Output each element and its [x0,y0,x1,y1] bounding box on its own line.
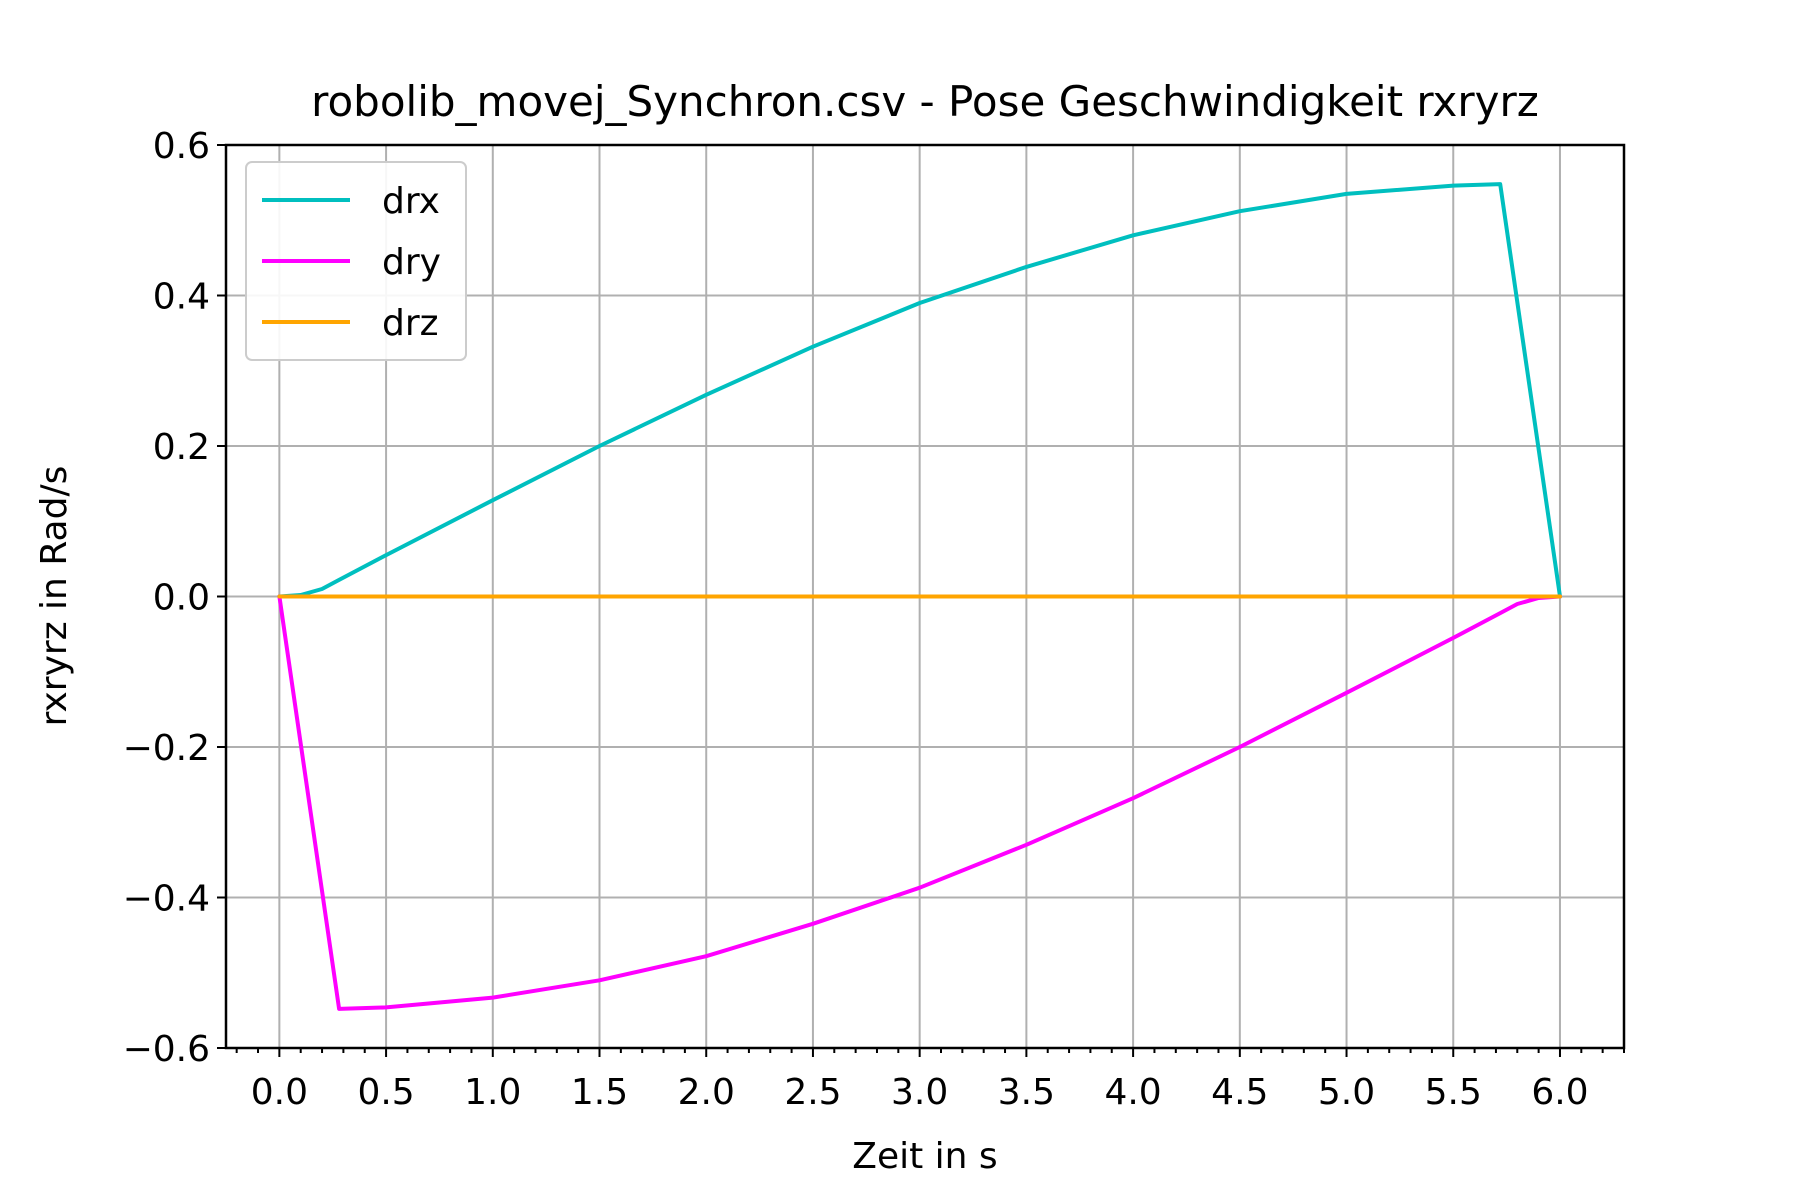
x-tick-label: 0.0 [251,1072,308,1113]
x-tick-label: 1.5 [571,1072,628,1113]
y-tick-label: −0.2 [123,728,210,769]
x-tick-label: 3.0 [891,1072,948,1113]
y-tick-label: 0.6 [153,126,210,167]
legend-label-drz: drz [382,303,439,344]
legend-box [245,161,467,361]
legend-label-dry: dry [382,242,441,283]
x-tick-label: 5.0 [1318,1072,1375,1113]
x-tick-label: 4.0 [1104,1072,1161,1113]
x-tick-label: 5.5 [1425,1072,1482,1113]
y-tick-label: 0.0 [153,578,210,619]
y-axis-label: rxryrz in Rad/s [34,466,75,727]
x-tick-label: 2.5 [784,1072,841,1113]
x-tick-label: 3.5 [998,1072,1055,1113]
series-line-dry [277,594,1562,1011]
y-tick-label: 0.4 [153,277,210,318]
series-line-drx [277,182,1562,599]
axis-ticks: 0.0 0.5 1.0 1.5 2.0 2.5 3.0 3.5 4.0 4.5 5.0 5.5 6.0 −… [123,126,1625,1113]
series-lines [277,182,1562,1011]
y-tick-label: −0.4 [123,879,210,920]
y-tick-label: 0.2 [153,427,210,468]
x-tick-label: 4.5 [1211,1072,1268,1113]
x-tick-label: 6.0 [1531,1072,1588,1113]
x-axis-label: Zeit in s [852,1136,997,1177]
legend-label-drx: drx [382,181,440,222]
x-tick-label: 0.5 [357,1072,414,1113]
legend: drx dry drz [245,161,467,361]
x-tick-label: 1.0 [464,1072,521,1113]
y-tick-label: −0.6 [123,1029,210,1070]
chart-title: robolib_movej_Synchron.csv - Pose Geschw… [311,77,1539,126]
x-tick-label: 2.0 [678,1072,735,1113]
